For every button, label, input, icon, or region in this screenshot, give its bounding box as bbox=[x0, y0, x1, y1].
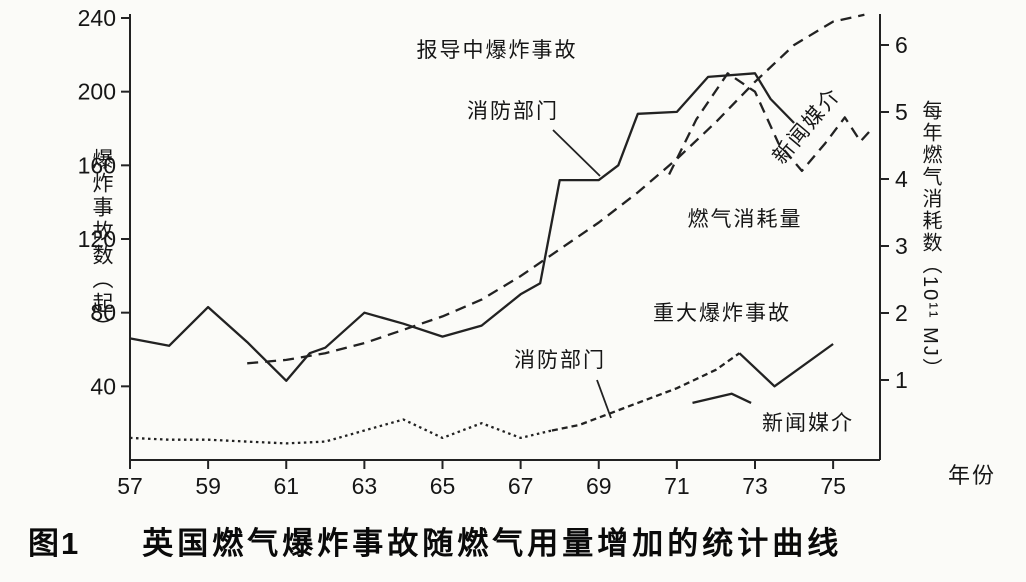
chart-annotation-fire-dept-top-label: 消防部门 bbox=[467, 100, 559, 123]
x-tick-label: 75 bbox=[820, 473, 846, 499]
series-reported-media-line bbox=[668, 72, 874, 176]
x-axis-title: 年份 bbox=[948, 463, 997, 488]
series-gas-consumption-line bbox=[247, 13, 865, 365]
right-tick-label: 6 bbox=[895, 32, 908, 58]
series-major-media-line bbox=[692, 392, 752, 405]
left-axis-title: 爆炸事故数（起） bbox=[90, 148, 113, 340]
left-tick-label: 40 bbox=[90, 373, 116, 399]
right-tick-label: 4 bbox=[895, 166, 908, 192]
right-tick-label: 3 bbox=[895, 233, 908, 259]
figure-caption: 图1 英国燃气爆炸事故随燃气用量增加的统计曲线 bbox=[0, 518, 1026, 563]
x-tick-label: 73 bbox=[742, 473, 768, 499]
chart-area: 240 200 160 120 80 40 6 5 4 3 2 1 57 59 61 63 65 67 69 71 73… bbox=[78, 5, 997, 499]
chart-annotation-major-explosions-label: 重大爆炸事故 bbox=[653, 302, 791, 325]
left-tick-label: 120 bbox=[78, 226, 116, 252]
x-tick-label: 71 bbox=[664, 473, 690, 499]
figure-number: 图1 bbox=[28, 526, 81, 561]
x-tick-label: 65 bbox=[430, 473, 456, 499]
left-tick-label: 200 bbox=[78, 79, 116, 105]
x-tick-label: 69 bbox=[586, 473, 612, 499]
chart-annotation-fire-dept-bottom-label: 消防部门 bbox=[514, 349, 606, 372]
chart-annotation-news-media-bottom-label: 新闻媒介 bbox=[762, 412, 854, 435]
series-major-fire-tail-line bbox=[738, 343, 834, 388]
figure-title: 英国燃气爆炸事故随燃气用量增加的统计曲线 bbox=[142, 526, 843, 561]
right-tick-label: 2 bbox=[895, 300, 908, 326]
chart-annotation-reported-explosions-label: 报导中爆炸事故 bbox=[417, 39, 578, 62]
x-tick-label: 59 bbox=[195, 473, 221, 499]
label-leader-line bbox=[596, 379, 612, 419]
x-tick-label: 67 bbox=[508, 473, 534, 499]
left-tick-label: 80 bbox=[90, 300, 116, 326]
chart-annotation-gas-consumption-label: 燃气消耗量 bbox=[688, 208, 803, 231]
left-tick-label: 160 bbox=[78, 152, 116, 178]
series-major-fire-dotted-line bbox=[129, 418, 553, 445]
x-tick-label: 61 bbox=[273, 473, 299, 499]
left-tick-label: 240 bbox=[78, 5, 116, 31]
chart-annotation-news-media-top-label: 新闻媒介 bbox=[769, 83, 846, 168]
series-major-fire-dash-line bbox=[551, 352, 741, 432]
x-tick-label: 63 bbox=[352, 473, 378, 499]
right-axis-title: 每年燃气消耗数（10¹¹ MJ） bbox=[919, 100, 941, 380]
right-tick-label: 1 bbox=[895, 367, 908, 393]
right-tick-label: 5 bbox=[895, 99, 908, 125]
x-tick-label: 57 bbox=[117, 473, 143, 499]
label-leader-line bbox=[552, 129, 601, 177]
